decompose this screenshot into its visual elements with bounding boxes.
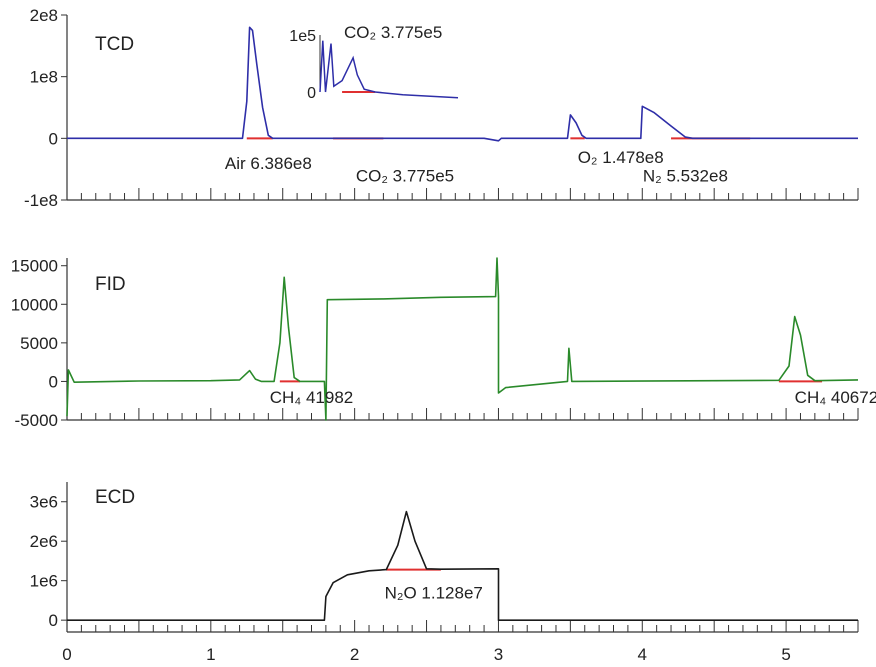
panel-fid: 15000 10000 5000 0 -5000 FID CH₄ 41982 CH₄ 4067… [11, 257, 876, 430]
peak-annotation: O₂ 1.478e8 [578, 148, 664, 167]
y-tick-label: -5000 [15, 411, 58, 430]
panel-ecd: 3e6 2e6 1e6 00 1 2 3 4 5 ECD N₂O 1.128e7 [30, 482, 859, 664]
peak-annotation: N₂ 5.532e8 [643, 166, 728, 185]
series-line-ecd [67, 510, 858, 621]
detector-label: TCD [95, 34, 134, 55]
y-tick-label: 5000 [20, 334, 58, 353]
y-tick-label: 1e8 [30, 68, 58, 87]
x-tick-label: 0 [62, 645, 71, 664]
y-tick-label: 2e8 [30, 6, 58, 25]
y-tick-label: 0 [49, 372, 58, 391]
peak-annotation: CH₄ 40672 [795, 388, 876, 407]
inset-y-tick-label: 1e5 [289, 28, 316, 45]
y-tick-label: 0 [49, 611, 58, 630]
x-tick-label: 1 [206, 645, 215, 664]
y-tick-label: -1e8 [24, 191, 58, 210]
inset-y-tick-label: 0 [307, 85, 316, 102]
y-tick-label: 15000 [11, 257, 58, 276]
y-tick-label: 3e6 [30, 493, 58, 512]
y-tick-label: 2e6 [30, 532, 58, 551]
peak-annotation: CH₄ 41982 [270, 388, 354, 407]
tcd-inset: 1e5 0 CO₂ 3.775e5 [289, 23, 459, 102]
x-tick-label: 4 [638, 645, 647, 664]
series-line-tcd [67, 26, 858, 142]
peak-annotation: CO₂ 3.775e5 [356, 166, 454, 185]
inset-series-line [319, 40, 459, 99]
detector-label: ECD [95, 487, 135, 508]
inset-annotation: CO₂ 3.775e5 [344, 23, 442, 42]
x-tick-label: 3 [494, 645, 503, 664]
y-tick-label: 0 [49, 129, 58, 148]
y-tick-label: 1e6 [30, 572, 58, 591]
series-line-fid [66, 257, 859, 421]
peak-annotation: N₂O 1.128e7 [385, 584, 483, 603]
panel-tcd: 2e8 1e8 0 -1e8 TCD Air 6.386e8 CO₂ 3.775e5 O₂ 1… [24, 6, 859, 210]
peak-annotation: Air 6.386e8 [225, 154, 312, 173]
x-tick-label: 2 [350, 645, 359, 664]
detector-label: FID [95, 274, 126, 295]
y-tick-label: 10000 [11, 295, 58, 314]
x-tick-label: 5 [781, 645, 790, 664]
